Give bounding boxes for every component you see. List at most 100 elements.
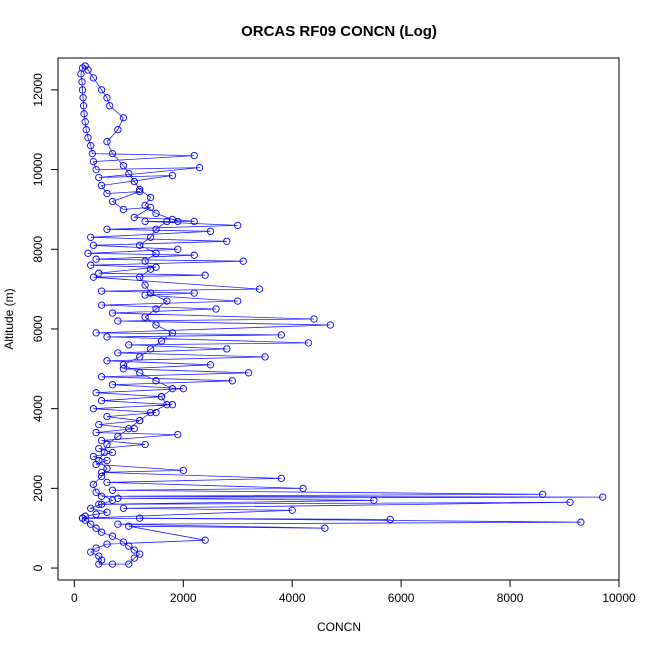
data-point: [89, 74, 98, 82]
y-tick-label: 12000: [31, 73, 45, 107]
data-point: [97, 287, 106, 295]
data-point: [92, 389, 100, 397]
data-point: [152, 209, 160, 218]
data-point: [95, 444, 103, 453]
data-point: [81, 118, 89, 126]
data-point: [97, 492, 106, 500]
data-point: [87, 142, 95, 150]
data-point: [136, 185, 144, 194]
y-tick-label: 10000: [31, 153, 45, 187]
data-point: [119, 361, 128, 369]
data-point: [130, 546, 138, 554]
data-point: [228, 377, 236, 385]
data-point: [141, 201, 149, 210]
y-tick-label: 6000: [31, 315, 45, 342]
data-point: [87, 261, 95, 269]
data-point: [87, 520, 95, 528]
data-point: [79, 102, 88, 110]
data-point: [146, 233, 155, 241]
data-point: [130, 554, 138, 562]
data-point: [119, 365, 128, 373]
data-point: [103, 225, 111, 233]
data-point: [97, 436, 106, 445]
data-point: [97, 301, 106, 309]
data-point: [174, 217, 182, 226]
data-point: [80, 110, 88, 118]
data-point: [206, 361, 215, 369]
data-point: [234, 221, 242, 230]
data-point: [152, 249, 160, 257]
data-point: [108, 532, 117, 540]
data-point: [310, 315, 318, 323]
data-point: [136, 416, 144, 425]
data-point: [103, 464, 111, 473]
data-point: [577, 518, 585, 526]
data-point: [119, 161, 128, 170]
data-point: [92, 544, 100, 552]
data-point: [87, 233, 95, 241]
data-point: [92, 165, 100, 174]
data-point: [223, 237, 231, 245]
data-point: [92, 329, 100, 337]
data-point: [108, 486, 117, 494]
data-point: [125, 169, 133, 178]
data-point: [277, 474, 285, 483]
x-tick-label: 10000: [602, 591, 636, 605]
data-point: [89, 273, 98, 281]
data-point: [103, 412, 111, 421]
data-point: [212, 305, 220, 313]
data-point: [79, 94, 87, 102]
data-point: [114, 317, 122, 325]
data-point: [125, 560, 133, 568]
data-point: [168, 385, 177, 393]
data-point: [100, 448, 108, 457]
data-point: [152, 408, 160, 417]
data-point: [136, 187, 144, 196]
data-point: [168, 171, 177, 180]
data-point: [119, 504, 128, 512]
data-point: [136, 353, 144, 361]
x-tick-label: 6000: [388, 591, 415, 605]
data-point: [566, 498, 574, 506]
data-point: [114, 349, 122, 357]
data-point: [95, 500, 103, 508]
data-point: [234, 297, 242, 305]
data-point: [168, 401, 177, 409]
data-point: [97, 373, 106, 381]
data-point: [103, 540, 111, 548]
data-point: [261, 353, 269, 361]
data-point: [89, 480, 98, 489]
chart-title: ORCAS RF09 CONCN (Log): [241, 23, 437, 40]
data-point: [163, 217, 171, 226]
data-point: [92, 524, 100, 532]
data-point: [92, 488, 100, 496]
y-tick-label: 4000: [31, 395, 45, 422]
data-point: [81, 62, 89, 70]
y-tick-label: 0: [31, 564, 45, 571]
data-point: [108, 309, 117, 317]
data-point: [108, 448, 117, 457]
data-point: [168, 329, 177, 337]
data-point: [146, 193, 155, 202]
data-point: [179, 466, 187, 475]
x-tick-label: 4000: [279, 591, 306, 605]
data-point: [103, 456, 111, 465]
data-point: [97, 181, 106, 190]
data-point: [108, 381, 117, 389]
data-point: [201, 536, 209, 544]
data-point: [97, 528, 106, 536]
data-point: [599, 493, 607, 501]
data-point: [106, 102, 114, 110]
data-point: [108, 560, 117, 568]
data-point: [82, 126, 90, 134]
data-point: [174, 245, 182, 253]
data-point: [97, 468, 106, 477]
data-point: [95, 456, 103, 465]
y-axis-label: Altitude (m): [2, 288, 16, 349]
data-point: [103, 508, 111, 516]
y-tick-label: 2000: [31, 475, 45, 502]
data-point: [95, 173, 103, 182]
data-point: [152, 305, 160, 313]
data-point: [103, 189, 111, 198]
data-point: [78, 78, 86, 86]
